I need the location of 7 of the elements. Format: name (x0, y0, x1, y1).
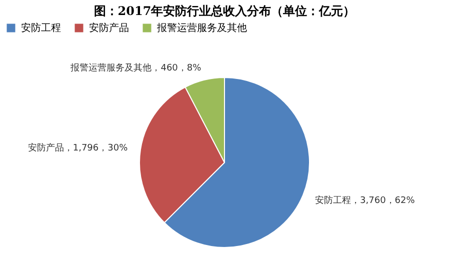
data-label: 安防工程，3,760，62% (315, 195, 416, 206)
data-label: 安防产品，1,796，30% (28, 142, 128, 154)
chart-title: 图：2017年安防行业总收入分布（单位：亿元） (94, 4, 356, 18)
legend-label: 报警运营服务及其他 (156, 22, 247, 34)
data-label: 报警运营服务及其他，460，8% (70, 62, 202, 74)
legend-label: 安防工程 (21, 22, 61, 34)
legend-label: 安防产品 (89, 22, 129, 34)
